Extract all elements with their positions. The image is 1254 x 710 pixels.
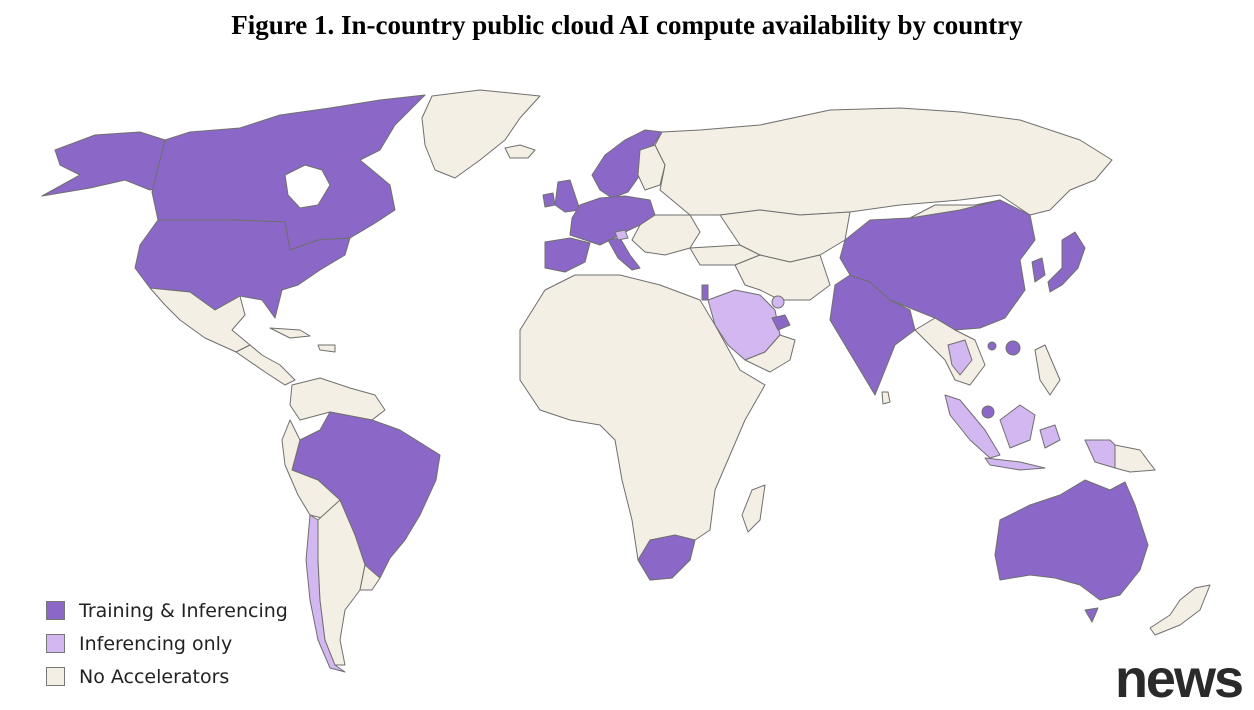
- madagascar: [741, 484, 766, 533]
- greenland: [421, 89, 541, 179]
- central-asia: [719, 209, 851, 263]
- legend-swatch-no-accelerators: [46, 667, 65, 686]
- iceland: [504, 144, 536, 159]
- legend-label: Inferencing only: [79, 632, 233, 655]
- yemen-oman: [744, 334, 796, 373]
- mongolia: [909, 199, 1001, 219]
- figure-title: Figure 1. In-country public cloud AI com…: [231, 10, 1023, 40]
- new-zealand: [1149, 584, 1211, 636]
- uae: [771, 314, 791, 331]
- sulawesi: [1039, 424, 1061, 449]
- singapore-marker: [981, 405, 995, 419]
- middle-east: [734, 254, 831, 301]
- central-america: [235, 344, 296, 386]
- legend-label: Training & Inferencing: [79, 599, 288, 622]
- borneo: [999, 404, 1036, 449]
- europe-inferencing: [614, 229, 629, 241]
- philippines: [1034, 344, 1061, 396]
- legend-item-no-accelerators: No Accelerators: [46, 660, 288, 693]
- tasmania: [1084, 607, 1099, 623]
- java: [984, 457, 1046, 471]
- ireland: [542, 192, 556, 208]
- taiwan-marker: [987, 341, 997, 351]
- sri-lanka: [881, 391, 891, 405]
- uk: [554, 179, 581, 213]
- legend-swatch-inferencing-only: [46, 634, 65, 653]
- russia: [654, 107, 1113, 216]
- legend-label: No Accelerators: [79, 665, 230, 688]
- legend-swatch-training-inferencing: [46, 601, 65, 620]
- south-america-north: [289, 377, 386, 421]
- papua-new-guinea: [1114, 444, 1156, 473]
- legend-item-inferencing-only: Inferencing only: [46, 627, 288, 660]
- africa: [519, 274, 766, 581]
- hudson-bay: [284, 164, 331, 209]
- korea: [1031, 257, 1046, 283]
- israel: [701, 284, 709, 301]
- argentina: [317, 499, 366, 666]
- legend-item-training-inferencing: Training & Inferencing: [46, 594, 288, 627]
- legend: Training & Inferencing Inferencing only …: [46, 594, 288, 693]
- south-africa: [637, 534, 696, 581]
- iberia: [544, 237, 591, 273]
- thailand: [947, 339, 973, 376]
- uruguay: [359, 564, 381, 591]
- hongkong-marker: [1005, 340, 1021, 356]
- japan: [1047, 231, 1086, 293]
- watermark-logo: news: [1114, 649, 1244, 709]
- sumatra: [944, 394, 1001, 459]
- australia: [994, 479, 1149, 601]
- alaska: [41, 131, 169, 197]
- mexico: [149, 287, 251, 353]
- qatar-marker: [771, 295, 785, 309]
- caribbean: [269, 327, 336, 353]
